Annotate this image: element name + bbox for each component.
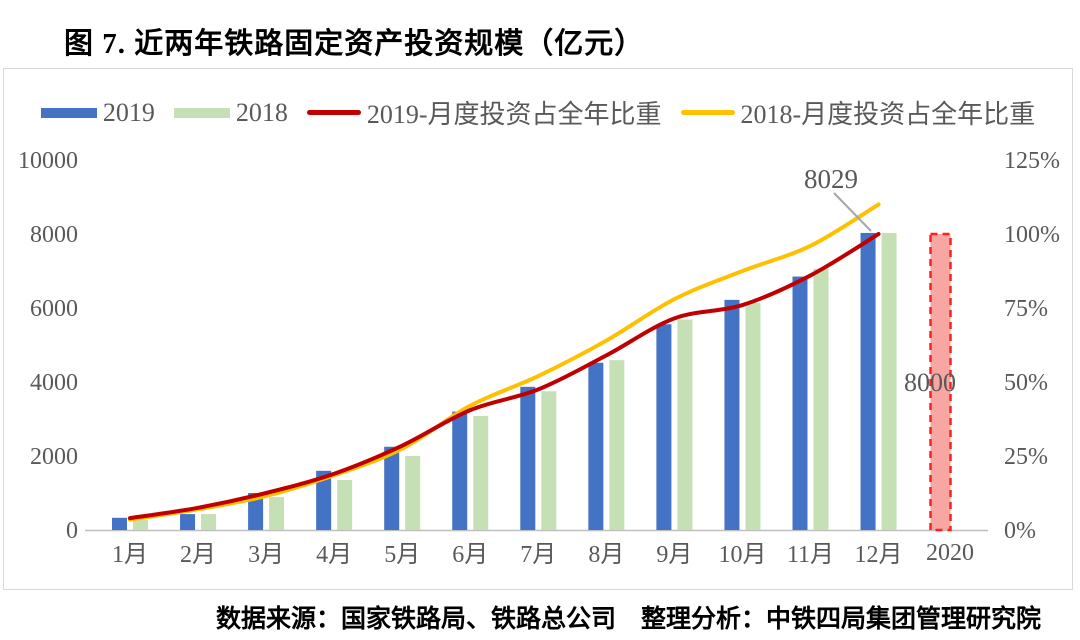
bar-2018-1月 xyxy=(133,520,148,530)
annotation-8029-label: 8029 xyxy=(804,164,858,194)
x-axis-label-2月: 2月 xyxy=(180,542,216,568)
bar-2018-9月 xyxy=(677,319,693,530)
bar-2018-3月 xyxy=(269,497,285,530)
x-axis-label-11月: 11月 xyxy=(787,542,834,568)
bar-2019-8月 xyxy=(588,362,604,530)
bar-2018-10月 xyxy=(745,302,761,530)
bar-2019-3月 xyxy=(248,493,264,530)
bar-2018-6月 xyxy=(473,416,489,530)
legend-label-2019-share: 2019-月度投资占全年比重 xyxy=(366,100,662,129)
x-axis-label-10月: 10月 xyxy=(718,542,766,568)
x-axis-label-6月: 6月 xyxy=(452,542,488,568)
bar-2019-6月 xyxy=(452,411,468,530)
bar-2019-12月 xyxy=(860,232,876,530)
legend-label-2018: 2018 xyxy=(235,97,288,127)
x-axis-label-5月: 5月 xyxy=(384,542,420,568)
bar-2019-7月 xyxy=(520,386,536,530)
right-axis-tick-100%: 100% xyxy=(1004,222,1060,248)
bar-2018-7月 xyxy=(541,391,557,530)
legend-swatch-2018-line xyxy=(680,110,735,115)
bar-2018-5月 xyxy=(405,456,421,530)
legend-label-2018-share: 2018-月度投资占全年比重 xyxy=(740,100,1036,129)
legend-item-2018-share-line: 2018-月度投资占全年比重 xyxy=(680,94,1036,131)
bar-2018-8月 xyxy=(609,360,625,530)
legend-swatch-2019-bar xyxy=(40,107,97,118)
bar-2020-value-label: 8000 xyxy=(904,368,956,397)
legend-swatch-2018-bar xyxy=(173,107,230,118)
left-axis-tick-2000: 2000 xyxy=(30,444,78,470)
bar-2019-4月 xyxy=(316,470,332,530)
x-axis-label-9月: 9月 xyxy=(656,542,692,568)
bar-2018-11月 xyxy=(813,268,829,530)
x-axis-label-1月: 1月 xyxy=(112,542,148,568)
bar-2019-1月 xyxy=(112,517,127,530)
right-axis-tick-0%: 0% xyxy=(1004,518,1036,544)
bar-2019-10月 xyxy=(724,299,740,530)
bar-2018-2月 xyxy=(201,514,217,530)
legend-swatch-2019-line xyxy=(306,110,361,115)
bar-2019-11月 xyxy=(792,276,808,530)
bar-2019-5月 xyxy=(384,446,400,530)
bar-2018-4月 xyxy=(337,480,353,530)
bar-2019-2月 xyxy=(180,514,196,530)
legend-label-2019: 2019 xyxy=(102,97,155,127)
x-axis-label-7月: 7月 xyxy=(520,542,556,568)
right-axis-tick-50%: 50% xyxy=(1004,370,1048,396)
right-axis-tick-75%: 75% xyxy=(1004,296,1048,322)
annotation-8029-leader-line xyxy=(833,192,872,232)
chart-title: 图 7. 近两年铁路固定资产投资规模（亿元） xyxy=(64,28,645,60)
x-axis-label-8月: 8月 xyxy=(588,542,624,568)
line-2018-share xyxy=(128,202,881,522)
x-axis-label-2020: 2020 xyxy=(926,540,974,566)
bar-2020-plan xyxy=(929,232,952,532)
right-axis-tick-125%: 125% xyxy=(1004,148,1060,174)
right-axis-tick-25%: 25% xyxy=(1004,444,1048,470)
x-axis-label-3月: 3月 xyxy=(248,542,284,568)
x-axis-label-12月: 12月 xyxy=(855,542,903,568)
left-axis-tick-0: 0 xyxy=(66,518,78,544)
chart-legend: 2019 2018 2019-月度投资占全年比重 2018-月度投资占全年比重 xyxy=(3,94,1073,131)
left-axis-tick-8000: 8000 xyxy=(30,222,78,248)
bar-2019-9月 xyxy=(656,324,672,530)
bar-2018-12月 xyxy=(881,232,897,531)
legend-item-2018: 2018 xyxy=(173,97,288,128)
legend-item-2019-share-line: 2019-月度投资占全年比重 xyxy=(306,94,662,131)
left-axis-tick-4000: 4000 xyxy=(30,370,78,396)
left-axis-tick-6000: 6000 xyxy=(30,296,78,322)
left-axis-tick-10000: 10000 xyxy=(18,148,78,174)
legend-item-2019: 2019 xyxy=(40,97,155,128)
x-axis-label-4月: 4月 xyxy=(316,542,352,568)
source-note: 数据来源：国家铁路局、铁路总公司 整理分析：中铁四局集团管理研究院 xyxy=(216,606,1042,633)
line-2019-share xyxy=(128,232,881,521)
